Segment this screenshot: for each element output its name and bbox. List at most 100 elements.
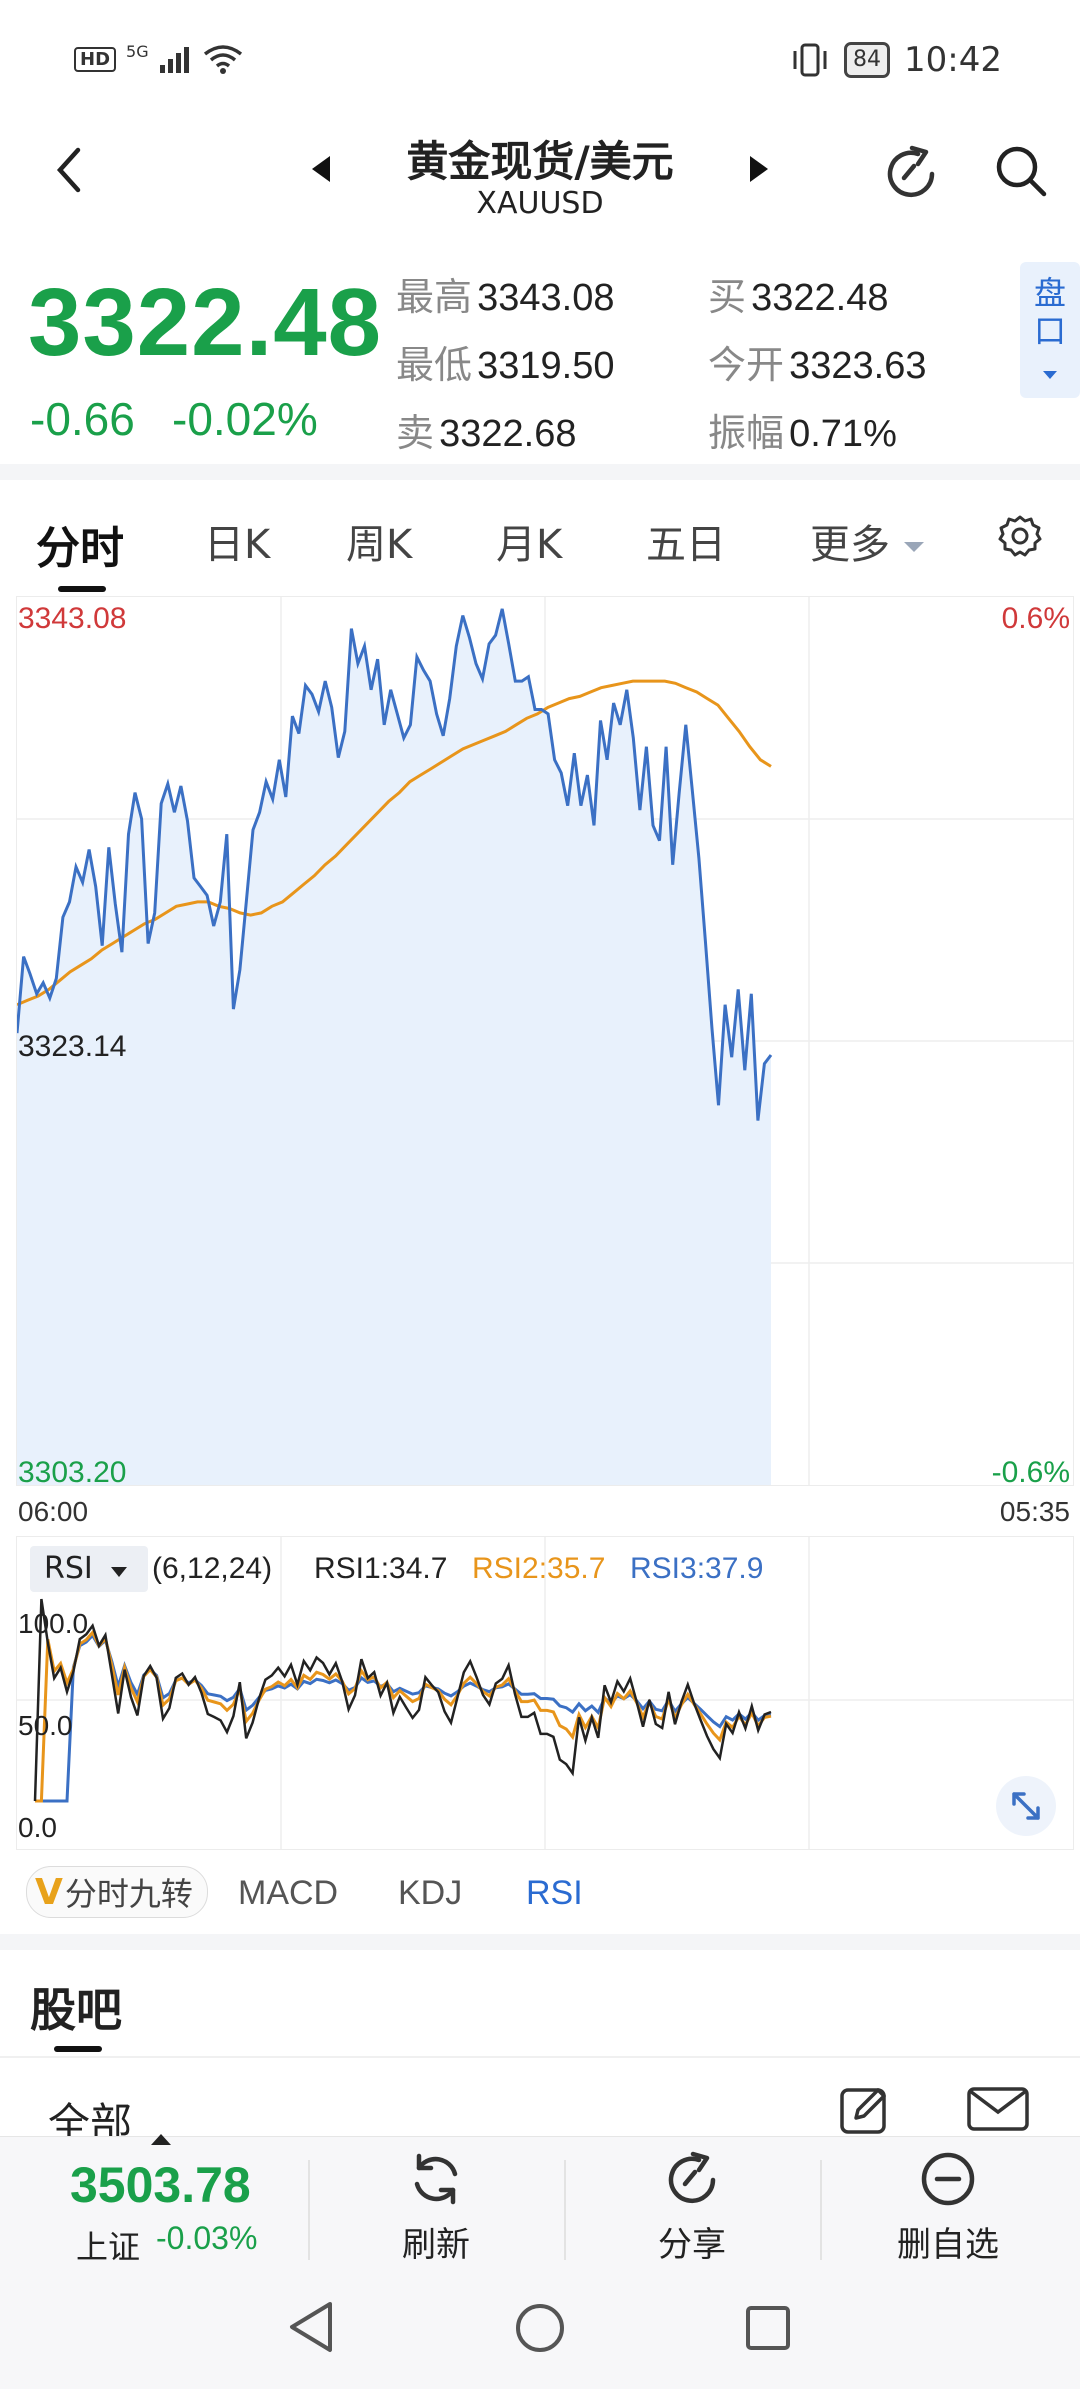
section-separator — [0, 464, 1080, 480]
expand-icon — [1012, 1792, 1040, 1820]
price-change-pct: -0.02% — [172, 393, 318, 445]
battery-icon: 84 — [844, 42, 891, 78]
messages-button[interactable] — [966, 2086, 1030, 2136]
pct-axis-high: 0.6% — [1001, 602, 1070, 635]
signal-icon — [159, 47, 189, 73]
bottom-bar — [0, 2136, 1080, 2389]
rsi-selector[interactable]: RSI — [30, 1546, 148, 1592]
indicator-macd[interactable]: MACD — [238, 1874, 339, 1912]
index-value[interactable]: 3503.78 — [70, 2157, 251, 2213]
prev-symbol-button[interactable] — [310, 154, 332, 188]
share-header-button[interactable] — [882, 144, 940, 206]
nav-home-icon — [516, 2304, 564, 2352]
back-arrow-icon — [56, 147, 81, 193]
refresh-label: 刷新 — [402, 2225, 470, 2265]
guba-title[interactable]: 股吧 — [30, 1983, 122, 2037]
rsi2-value: RSI2:35.7 — [472, 1552, 606, 1585]
back-button[interactable] — [54, 146, 84, 198]
y-axis-low: 3303.20 — [18, 1456, 127, 1489]
triangle-right-icon — [750, 156, 768, 182]
divider — [564, 2160, 566, 2260]
symbol-code: XAUUSD — [476, 186, 604, 221]
pankou-button[interactable]: 盘口 — [1020, 262, 1080, 398]
nav-home-button[interactable] — [514, 2302, 566, 2358]
stat-sell: 卖 3322.68 — [396, 402, 576, 457]
average-price-line — [17, 679, 772, 1007]
caret-down-icon — [111, 1567, 128, 1577]
tab-monthly-k[interactable]: 月K — [496, 522, 563, 568]
v-badge-icon: V — [35, 1871, 63, 1913]
compose-post-button[interactable] — [838, 2082, 892, 2140]
nav-back-button[interactable] — [286, 2300, 336, 2358]
tab-five-day[interactable]: 五日 — [646, 522, 726, 568]
rsi1-line — [33, 1598, 772, 1802]
time-end: 05:35 — [999, 1496, 1070, 1527]
edit-icon — [840, 2088, 886, 2134]
remove-watchlist-button[interactable]: 删自选 — [848, 2150, 1048, 2266]
intraday-chart[interactable] — [16, 596, 1074, 1486]
divider — [308, 2160, 310, 2260]
tab-daily-k[interactable]: 日K — [204, 522, 271, 568]
rsi-axis-50: 50.0 — [18, 1710, 73, 1741]
nav-recents-button[interactable] — [744, 2304, 792, 2356]
gear-icon — [998, 515, 1042, 557]
stat-low-label: 最低 — [396, 343, 473, 387]
next-symbol-button[interactable] — [748, 154, 770, 188]
price-line — [17, 608, 773, 1121]
status-right: 84 10:42 — [790, 40, 1002, 80]
rsi3-value: RSI3:37.9 — [630, 1552, 764, 1585]
stat-open-label: 今开 — [708, 343, 785, 387]
nine-turn-toggle[interactable]: V 分时九转 — [26, 1866, 208, 1918]
stat-amp-label: 振幅 — [708, 411, 785, 455]
divider — [0, 2056, 1080, 2058]
stat-low-value: 3319.50 — [477, 345, 615, 387]
pct-axis-low: -0.6% — [991, 1456, 1070, 1489]
stat-amp-value: 0.71% — [789, 413, 897, 455]
indicator-kdj[interactable]: KDJ — [398, 1874, 463, 1912]
status-bar: HD 5G 84 10:42 — [0, 0, 1080, 120]
guba-underline — [54, 2046, 102, 2052]
clock: 10:42 — [904, 40, 1002, 80]
stat-high: 最高 3343.08 — [396, 266, 614, 321]
status-left: HD 5G — [74, 41, 243, 74]
stat-buy-value: 3322.48 — [751, 277, 889, 319]
nav-recents-icon — [746, 2306, 790, 2350]
search-icon — [996, 146, 1047, 197]
tab-underline — [58, 586, 106, 592]
search-button[interactable] — [994, 144, 1048, 202]
network-hd: HD — [74, 46, 117, 72]
nav-back-icon — [290, 2302, 332, 2352]
price-chart-svg — [17, 597, 1073, 1485]
triangle-left-icon — [312, 156, 330, 182]
section-separator — [0, 1934, 1080, 1950]
refresh-icon — [414, 2153, 458, 2205]
chart-settings-button[interactable] — [998, 514, 1042, 562]
signal-type: 5G — [126, 41, 149, 61]
tab-weekly-k[interactable]: 周K — [346, 522, 413, 568]
indicator-rsi[interactable]: RSI — [526, 1874, 583, 1912]
stat-sell-label: 卖 — [396, 411, 435, 455]
price-area — [17, 608, 771, 1485]
tab-intraday[interactable]: 分时 — [36, 523, 124, 574]
price-change: -0.66 — [30, 393, 135, 445]
rsi-axis-100: 100.0 — [18, 1608, 89, 1639]
index-name: 上证 — [76, 2228, 141, 2266]
vibrate-icon — [793, 43, 827, 77]
divider — [820, 2160, 822, 2260]
rsi-panel[interactable] — [16, 1536, 1074, 1850]
wifi-icon — [203, 45, 242, 74]
refresh-button[interactable]: 刷新 — [336, 2150, 536, 2266]
expand-chart-button[interactable] — [996, 1776, 1056, 1836]
last-price: 3322.48 — [28, 269, 383, 376]
stat-high-label: 最高 — [396, 275, 473, 319]
rsi1-value: RSI1:34.7 — [314, 1552, 448, 1585]
stat-open-value: 3323.63 — [789, 345, 927, 387]
stat-high-value: 3343.08 — [477, 277, 615, 319]
share-button[interactable]: 分享 — [592, 2150, 792, 2266]
stat-amplitude: 振幅 0.71% — [708, 402, 897, 457]
share-label: 分享 — [658, 2225, 726, 2265]
rsi-selector-label: RSI — [44, 1551, 93, 1586]
rsi2-line — [35, 1629, 772, 1803]
tab-more[interactable]: 更多 — [810, 512, 925, 570]
time-start: 06:00 — [18, 1496, 89, 1527]
